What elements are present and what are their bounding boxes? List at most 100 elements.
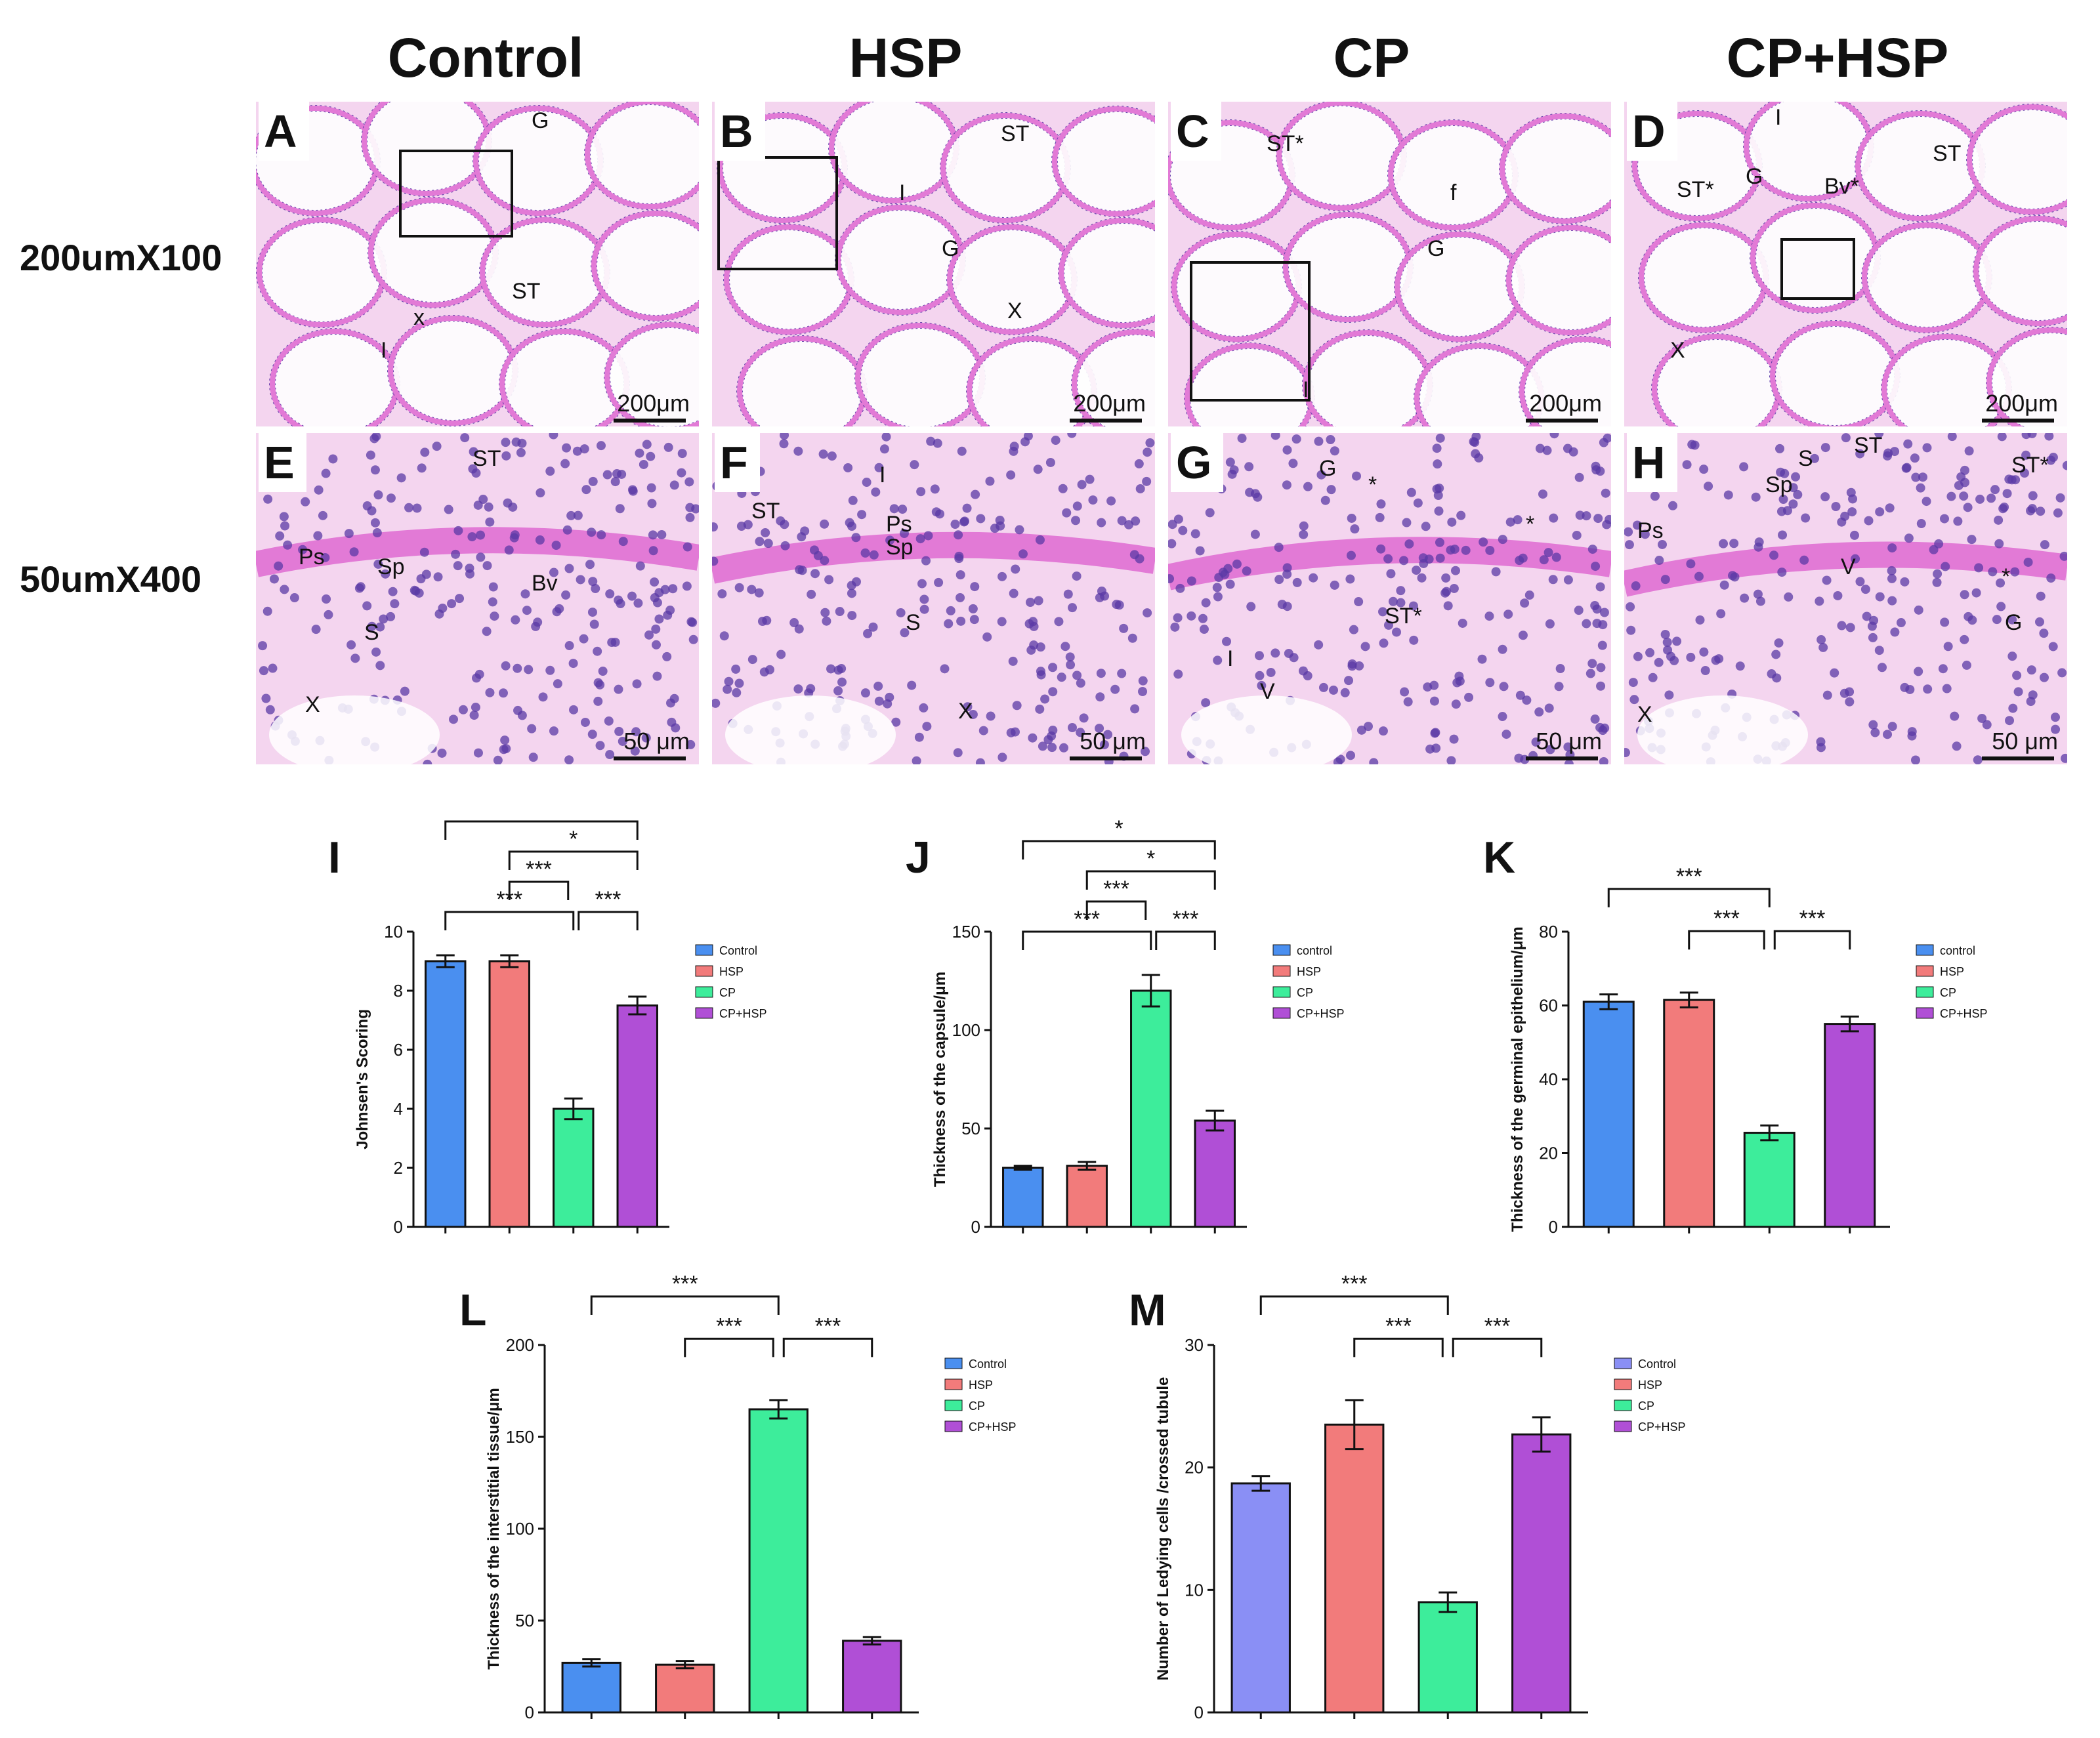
- bar: [553, 1107, 595, 1228]
- y-tick-label: 4: [394, 1099, 403, 1119]
- micrograph-panel-d: D I ST ST* G Bv* X 200μm: [1624, 102, 2067, 426]
- chart-letter: M: [1129, 1285, 1166, 1335]
- column-header-cp: CP: [1333, 27, 1410, 89]
- legend-label: CP+HSP: [719, 1007, 767, 1020]
- y-tick-label: 2: [394, 1158, 403, 1178]
- legend-label: CP+HSP: [1638, 1420, 1686, 1434]
- bar: [655, 1663, 715, 1714]
- y-tick-label: 80: [1539, 922, 1558, 941]
- structure-label: ST: [1854, 433, 1883, 458]
- row-label-high-mag: 50umX400: [20, 558, 202, 600]
- bar-chart-m: M 0 10 20 30 Number of Ledying cells /crossed…: [1129, 1272, 1759, 1732]
- legend-swatch: [1614, 1399, 1632, 1411]
- structure-label: Ps: [1637, 518, 1664, 543]
- bar: [1743, 1132, 1796, 1228]
- structure-label: S: [906, 610, 921, 635]
- structure-label: x: [413, 305, 425, 330]
- bar: [1418, 1601, 1478, 1714]
- significance-bracket: [1155, 930, 1216, 950]
- chart-letter: L: [459, 1285, 487, 1335]
- legend-label: Control: [719, 944, 757, 957]
- micrograph-panel-f: F I ST Ps Sp S X 50 μm: [712, 433, 1155, 764]
- bar: [425, 960, 467, 1228]
- bar: [488, 960, 530, 1228]
- significance-bracket: [1452, 1337, 1543, 1357]
- structure-label: Bv*: [1824, 174, 1859, 199]
- y-tick-label: 30: [1185, 1335, 1204, 1355]
- panel-letter: F: [715, 433, 760, 492]
- panel-letter: H: [1627, 433, 1677, 492]
- y-tick-label: 50: [515, 1611, 534, 1630]
- y-tick-label: 50: [961, 1119, 980, 1138]
- structure-label: I: [381, 338, 387, 363]
- row-label-low-mag: 200umX100: [20, 237, 222, 278]
- column-header-control: Control: [387, 27, 584, 89]
- significance-label: ***: [1385, 1314, 1412, 1338]
- significance-bracket: [1353, 1337, 1444, 1357]
- structure-label: X: [958, 699, 973, 724]
- legend-swatch: [1272, 986, 1291, 998]
- structure-label: ST*: [1385, 604, 1422, 629]
- legend-label: HSP: [1297, 965, 1321, 978]
- bar-chart-l: L 0 50 100 150 200 Thickness of the interstiti…: [459, 1272, 1089, 1732]
- bar-chart-j: J 0 50 100 150 Thickness of the capsule/μm * * *…: [906, 816, 1418, 1247]
- significance-bracket: [684, 1337, 774, 1357]
- structure-label: f: [1450, 180, 1457, 205]
- significance-bracket: [1085, 900, 1147, 920]
- structure-label: ST*: [1267, 131, 1304, 156]
- y-tick-label: 20: [1539, 1144, 1558, 1163]
- significance-bracket: [444, 820, 639, 840]
- y-tick-label: 200: [506, 1335, 534, 1355]
- panel-letter: A: [259, 102, 309, 161]
- significance-label: *: [569, 827, 578, 852]
- scale-bar: [1070, 419, 1142, 423]
- structure-label: I: [1303, 377, 1309, 402]
- bar: [561, 1661, 621, 1714]
- scale-bar-label: 50 μm: [623, 728, 690, 755]
- structure-label: V: [1260, 679, 1275, 704]
- significance-bracket: [578, 911, 639, 930]
- significance-bracket: [508, 880, 570, 900]
- legend-label: HSP: [719, 965, 744, 978]
- structure-label: X: [305, 692, 320, 717]
- significance-label: ***: [1341, 1273, 1368, 1296]
- scale-bar-label: 50 μm: [1992, 728, 2058, 755]
- significance-bracket: [1022, 930, 1152, 950]
- significance-label: ***: [1173, 907, 1199, 932]
- structure-label: ST: [472, 446, 501, 471]
- structure-label: X: [1637, 702, 1652, 727]
- structure-label: Bv: [532, 571, 558, 596]
- legend-swatch: [944, 1399, 963, 1411]
- legend-swatch: [695, 965, 713, 977]
- legend-swatch: [1916, 944, 1934, 956]
- bar: [842, 1640, 902, 1714]
- bar: [1824, 1023, 1876, 1228]
- chart-letter: J: [906, 833, 931, 882]
- panel-letter: G: [1171, 433, 1224, 492]
- significance-label: ***: [1103, 877, 1129, 901]
- legend-swatch: [695, 986, 713, 998]
- structure-label: *: [2002, 564, 2011, 589]
- y-tick-label: 8: [394, 981, 403, 1001]
- significance-label: ***: [1074, 907, 1100, 932]
- y-axis-label: Johnsen's Scoring: [354, 1009, 371, 1149]
- bar-chart-k: K 0 20 40 60 80 Thickness of the germinal epit…: [1483, 820, 2061, 1247]
- y-tick-label: 100: [506, 1519, 534, 1539]
- bar: [1324, 1423, 1385, 1714]
- structure-label: ST*: [1677, 177, 1714, 202]
- legend-swatch: [944, 1378, 963, 1390]
- legend-swatch: [1272, 1007, 1291, 1019]
- structure-label: Sp: [377, 554, 405, 579]
- legend-label: HSP: [1638, 1378, 1662, 1392]
- legend-label: CP: [1940, 986, 1956, 999]
- significance-label: *: [1146, 846, 1155, 871]
- legend-label: Control: [969, 1357, 1007, 1371]
- scale-bar: [1982, 419, 2054, 423]
- y-tick-label: 6: [394, 1040, 403, 1060]
- legend-label: control: [1297, 944, 1332, 957]
- significance-label: ***: [1799, 906, 1826, 931]
- legend-swatch: [1916, 986, 1934, 998]
- structure-label: I: [1775, 105, 1782, 130]
- significance-label: ***: [1676, 864, 1702, 889]
